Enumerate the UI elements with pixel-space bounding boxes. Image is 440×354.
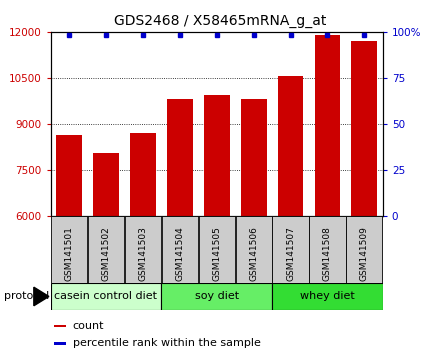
Bar bbox=[352, 41, 377, 216]
Bar bbox=[309, 216, 345, 283]
Bar bbox=[204, 95, 230, 216]
Bar bbox=[167, 99, 193, 216]
Bar bbox=[51, 283, 161, 310]
Polygon shape bbox=[34, 287, 49, 306]
Text: GSM141502: GSM141502 bbox=[102, 226, 110, 281]
Text: GSM141506: GSM141506 bbox=[249, 226, 258, 281]
Bar bbox=[235, 216, 271, 283]
Bar bbox=[125, 216, 161, 283]
Bar bbox=[56, 135, 82, 216]
Bar bbox=[162, 216, 198, 283]
Text: GSM141509: GSM141509 bbox=[360, 226, 369, 281]
Bar bbox=[272, 283, 383, 310]
Text: soy diet: soy diet bbox=[194, 291, 239, 302]
Text: protocol: protocol bbox=[4, 291, 50, 302]
Bar bbox=[346, 216, 382, 283]
Text: percentile rank within the sample: percentile rank within the sample bbox=[73, 338, 260, 348]
Bar bbox=[241, 99, 267, 216]
Text: GSM141503: GSM141503 bbox=[138, 226, 147, 281]
Bar bbox=[315, 35, 341, 216]
Text: GSM141505: GSM141505 bbox=[212, 226, 221, 281]
Text: GSM141507: GSM141507 bbox=[286, 226, 295, 281]
Text: GDS2468 / X58465mRNA_g_at: GDS2468 / X58465mRNA_g_at bbox=[114, 14, 326, 28]
Bar bbox=[88, 216, 124, 283]
Bar bbox=[130, 133, 156, 216]
Bar bbox=[161, 283, 272, 310]
Bar bbox=[198, 216, 235, 283]
Bar bbox=[93, 153, 119, 216]
Text: count: count bbox=[73, 321, 104, 331]
Bar bbox=[54, 342, 66, 345]
Text: whey diet: whey diet bbox=[300, 291, 355, 302]
Bar bbox=[54, 325, 66, 327]
Text: GSM141504: GSM141504 bbox=[175, 226, 184, 281]
Bar bbox=[278, 76, 304, 216]
Text: GSM141501: GSM141501 bbox=[65, 226, 73, 281]
Bar bbox=[272, 216, 308, 283]
Text: casein control diet: casein control diet bbox=[55, 291, 158, 302]
Text: GSM141508: GSM141508 bbox=[323, 226, 332, 281]
Bar bbox=[51, 216, 87, 283]
